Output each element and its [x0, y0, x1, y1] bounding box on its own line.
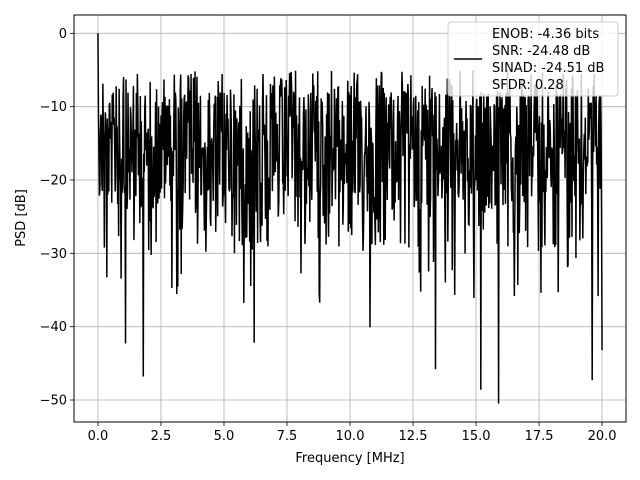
y-axis-label: PSD [dB]	[14, 189, 29, 247]
legend-text-snr: SNR: -24.48 dB	[492, 44, 590, 59]
legend: ENOB: -4.36 bits SNR: -24.48 dB SINAD: -…	[447, 21, 619, 97]
x-tick-label: 20.0	[588, 429, 617, 444]
x-tick-label: 0.0	[88, 429, 109, 444]
y-tick-label: 0	[59, 27, 67, 42]
x-tick-label: 15.0	[462, 429, 491, 444]
legend-box	[447, 21, 619, 97]
x-tick-label: 5.0	[214, 429, 235, 444]
y-axis-ticks: 0 −10 −20 −30 −40 −50	[40, 27, 74, 409]
legend-text-enob: ENOB: -4.36 bits	[492, 27, 599, 42]
psd-series-line	[97, 33, 603, 404]
x-tick-label: 10.0	[336, 429, 365, 444]
x-tick-label: 12.5	[399, 429, 428, 444]
series-group	[97, 33, 603, 404]
legend-text-sinad: SINAD: -24.51 dB	[492, 61, 604, 76]
x-tick-label: 17.5	[525, 429, 554, 444]
x-tick-label: 2.5	[151, 429, 172, 444]
y-tick-label: −10	[40, 100, 67, 115]
legend-text-sfdr: SFDR: 0.28	[492, 78, 564, 93]
y-tick-label: −20	[40, 174, 67, 189]
x-axis-ticks: 0.0 2.5 5.0 7.5 10.0 12.5 15.0 17.5 20.0	[88, 422, 617, 444]
y-tick-label: −50	[40, 394, 67, 409]
x-axis-label: Frequency [MHz]	[295, 451, 404, 466]
y-tick-label: −30	[40, 247, 67, 262]
y-tick-label: −40	[40, 320, 67, 335]
x-tick-label: 7.5	[277, 429, 298, 444]
